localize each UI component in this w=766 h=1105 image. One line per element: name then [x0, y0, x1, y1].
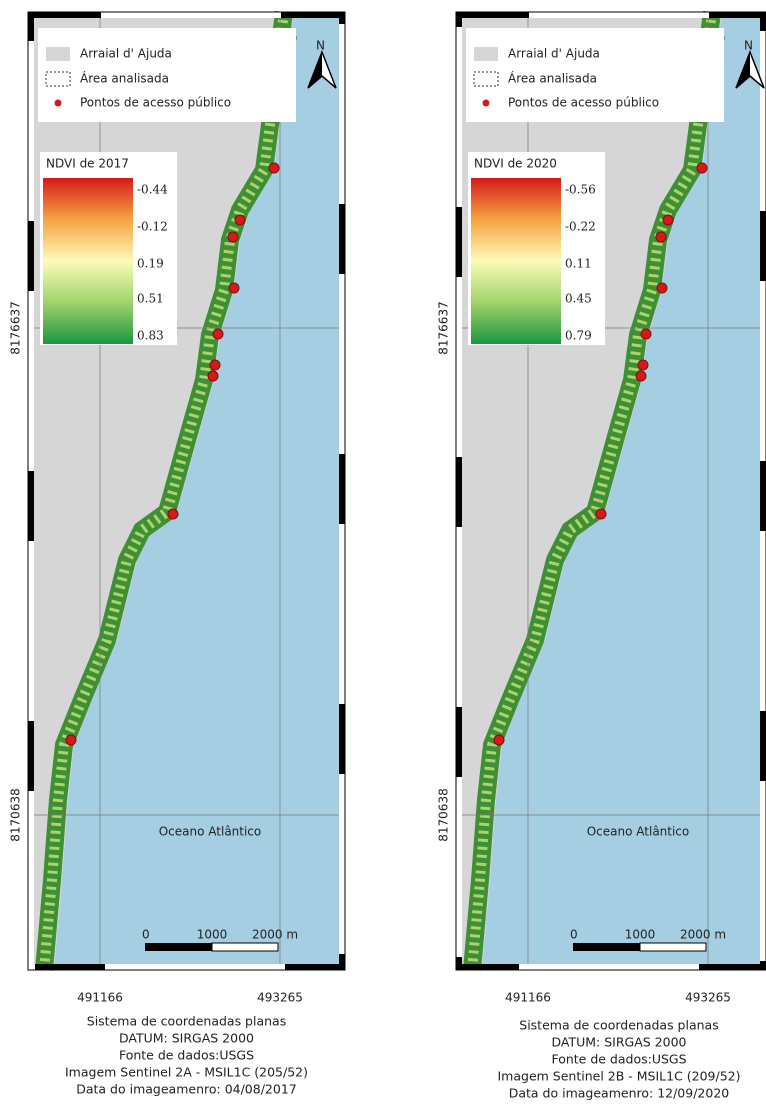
caption-line: Data do imageamenro: 04/08/2017	[76, 1082, 297, 1097]
caption-line: Fonte de dados:USGS	[119, 1048, 254, 1063]
access-point	[208, 371, 218, 381]
ndvi-label: 0.19	[137, 257, 164, 271]
caption-line: DATUM: SIRGAS 2000	[551, 1035, 686, 1050]
access-point	[235, 215, 245, 225]
access-point	[641, 329, 651, 339]
legend-label: Área analisada	[508, 71, 597, 86]
caption-line: Imagem Sentinel 2A - MSIL1C (205/52)	[65, 1065, 308, 1080]
y-coordinate: 8176637	[9, 301, 23, 354]
y-coordinate: 8176637	[437, 301, 451, 354]
ndvi-label: 0.11	[565, 257, 592, 271]
scale-label: 0	[142, 928, 150, 942]
access-point	[229, 283, 239, 293]
x-coordinate: 491166	[505, 991, 551, 1005]
legend-label: Pontos de acesso público	[80, 96, 231, 110]
scale-label: 2000 m	[680, 928, 726, 942]
ocean-label: Oceano Atlântico	[159, 825, 262, 839]
caption-line: Sistema de coordenadas planas	[87, 1014, 286, 1029]
scale-bar	[640, 943, 706, 951]
ndvi-label: 0.79	[565, 329, 592, 343]
y-coordinate: 8170638	[437, 788, 451, 841]
access-point	[494, 735, 504, 745]
access-point	[168, 509, 178, 519]
ndvi-label: -0.44	[137, 183, 168, 197]
ndvi-label: -0.56	[565, 183, 596, 197]
scale-bar	[573, 943, 640, 951]
caption-line: Fonte de dados:USGS	[551, 1052, 686, 1067]
ndvi-title: NDVI de 2017	[46, 157, 129, 171]
scale-label: 1000	[625, 928, 656, 942]
x-coordinate: 491166	[77, 991, 123, 1005]
legend-label: Arraial d' Ajuda	[508, 47, 600, 61]
access-point	[663, 215, 673, 225]
north-label: N	[316, 39, 325, 53]
access-point	[210, 360, 220, 370]
x-coordinate: 493265	[685, 991, 731, 1005]
legend-label: Pontos de acesso público	[508, 96, 659, 110]
ndvi-label: -0.12	[137, 220, 168, 234]
scale-label: 0	[570, 928, 578, 942]
ndvi-colorbar	[471, 178, 561, 344]
map-panel: Arraial d' Ajuda Área analisada Pontos de …	[9, 12, 346, 1097]
ndvi-label: 0.83	[137, 329, 164, 343]
ndvi-label: 0.51	[137, 292, 164, 306]
caption-line: Data do imageamenro: 12/09/2020	[509, 1086, 730, 1101]
x-coordinate: 493265	[257, 991, 303, 1005]
caption-line: Imagem Sentinel 2B - MSIL1C (209/52)	[497, 1069, 740, 1084]
map-panel: Arraial d' Ajuda Área analisada Pontos de …	[437, 12, 766, 1101]
access-point	[228, 232, 238, 242]
figure: Arraial d' Ajuda Área analisada Pontos de …	[0, 0, 766, 1105]
legend-swatch	[46, 72, 70, 86]
legend-swatch	[474, 47, 498, 61]
ocean-label: Oceano Atlântico	[587, 825, 690, 839]
ndvi-title: NDVI de 2020	[474, 157, 557, 171]
ndvi-label: 0.45	[565, 292, 592, 306]
access-point	[269, 163, 279, 173]
access-point	[596, 509, 606, 519]
legend-swatch	[483, 100, 490, 107]
scale-bar	[212, 943, 278, 951]
caption-line: DATUM: SIRGAS 2000	[119, 1031, 254, 1046]
legend-swatch	[46, 47, 70, 61]
access-point	[66, 735, 76, 745]
legend-swatch	[55, 100, 62, 107]
ndvi-label: -0.22	[565, 220, 596, 234]
north-label: N	[744, 39, 753, 53]
scale-bar	[145, 943, 212, 951]
access-point	[638, 360, 648, 370]
access-point	[697, 163, 707, 173]
access-point	[657, 283, 667, 293]
ndvi-colorbar	[43, 178, 133, 344]
access-point	[636, 371, 646, 381]
caption-line: Sistema de coordenadas planas	[519, 1018, 718, 1033]
legend-swatch	[474, 72, 498, 86]
legend-label: Arraial d' Ajuda	[80, 47, 172, 61]
access-point	[656, 232, 666, 242]
y-coordinate: 8170638	[9, 788, 23, 841]
scale-label: 1000	[197, 928, 228, 942]
legend-label: Área analisada	[80, 71, 169, 86]
scale-label: 2000 m	[252, 928, 298, 942]
access-point	[213, 329, 223, 339]
